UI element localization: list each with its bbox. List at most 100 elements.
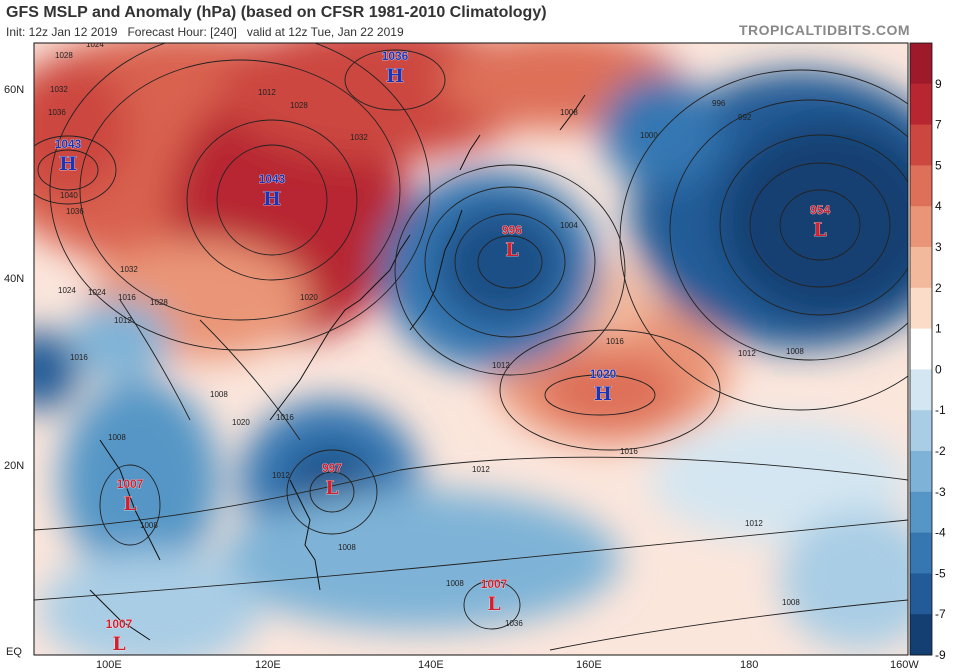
isobar-label: 1028 <box>55 51 73 60</box>
isobar-labels: 1024 1028 1032 1036 1040 1036 1032 1028 1024 1016… <box>48 40 804 628</box>
lon-label: 160E <box>576 659 602 671</box>
center-pressure-value: 954 <box>810 203 830 217</box>
isobar-label: 1016 <box>620 447 638 456</box>
isobar-label: 1008 <box>560 108 578 117</box>
low-pressure-marker: L <box>325 477 338 499</box>
isobar-label: 1036 <box>48 108 66 117</box>
isobar-label: 1008 <box>338 543 356 552</box>
colorbar-frame <box>909 42 933 656</box>
isobar-label: 1040 <box>60 191 78 200</box>
lat-label: EQ <box>6 646 22 658</box>
isobar-label: 1012 <box>272 471 290 480</box>
isobar-label: 1008 <box>446 579 464 588</box>
center-pressure-value: 1007 <box>117 477 144 491</box>
colorbar-label: -2 <box>935 444 946 458</box>
isobar-label: 1012 <box>114 316 132 325</box>
colorbar-label: 5 <box>935 158 942 172</box>
colorbar-swatch <box>910 369 932 411</box>
isobar-label: 1032 <box>50 85 68 94</box>
colorbar-label: 0 <box>935 362 942 376</box>
isobar-label: 1032 <box>350 133 368 142</box>
colorbar-swatch <box>910 287 932 330</box>
center-pressure-value: 1036 <box>382 49 409 63</box>
map-frame <box>33 42 909 656</box>
forecast-hour: Forecast Hour: [240] <box>127 25 237 39</box>
lat-labels: 60N 40N 20N EQ <box>4 84 24 658</box>
lon-label: 160W <box>890 659 919 671</box>
isobar-label: 1016 <box>118 293 136 302</box>
colorbar-swatch <box>910 573 932 615</box>
isobar-label: 992 <box>738 113 752 122</box>
colorbar-swatch <box>910 206 932 248</box>
colorbar-swatch <box>910 328 932 370</box>
center-pressure-value: 1020 <box>590 367 617 381</box>
coastline <box>89 94 586 641</box>
lon-labels: 100E 120E 140E 160E 180 160W <box>96 659 919 671</box>
isobar-label: 1016 <box>70 353 88 362</box>
anomaly-shading <box>34 43 908 655</box>
isobar-label: 1028 <box>150 298 168 307</box>
center-pressure-value: 997 <box>322 461 342 475</box>
lon-label: 100E <box>96 659 122 671</box>
colorbar-swatch <box>910 43 932 85</box>
colorbar-label: 1 <box>935 322 942 336</box>
colorbar-label: -4 <box>935 526 946 540</box>
colorbar-swatch <box>910 124 932 166</box>
isobar-label: 996 <box>712 99 726 108</box>
isobar-label: 1000 <box>640 131 658 140</box>
lon-label: 140E <box>418 659 444 671</box>
colorbar-swatch <box>910 410 932 452</box>
isobars <box>34 43 908 651</box>
isobar-label: 1036 <box>505 619 523 628</box>
isobar-label: 1012 <box>745 519 763 528</box>
colorbar-label: -1 <box>935 403 946 417</box>
colorbar-label: -9 <box>935 648 946 662</box>
isobar-label: 1024 <box>86 40 104 49</box>
colorbar-label: -7 <box>935 607 946 621</box>
isobar-label: 1004 <box>560 221 578 230</box>
isobar-label: 1012 <box>738 349 756 358</box>
colorbar-label: 7 <box>935 118 942 132</box>
isobar-label: 1016 <box>276 413 294 422</box>
isobar-label: 1028 <box>290 101 308 110</box>
colorbar-swatch <box>910 614 932 656</box>
isobar-label: 1020 <box>300 293 318 302</box>
isobar-label: 1024 <box>88 288 106 297</box>
isobar-label: 1008 <box>108 433 126 442</box>
high-pressure-marker: H <box>59 153 77 175</box>
lat-label: 60N <box>4 84 24 96</box>
lat-label: 20N <box>4 460 24 472</box>
colorbar-label: -5 <box>935 566 946 580</box>
colorbar-swatch <box>910 491 932 534</box>
isobar-label: 1024 <box>58 286 76 295</box>
isobar-label: 1016 <box>606 337 624 346</box>
colorbar-label: -3 <box>935 485 946 499</box>
colorbar-swatch <box>910 532 932 574</box>
pressure-centers: 1043 H 1043 H 1036 H 996 L 1020 H 954 L 997 L 1007 L 100… <box>54 49 830 655</box>
valid-time: valid at 12z Tue, Jan 22 2019 <box>246 25 404 39</box>
colorbar-swatch <box>910 83 932 126</box>
center-pressure-value: 996 <box>502 223 522 237</box>
isobar-label: 1008 <box>786 347 804 356</box>
center-pressure-value: 1043 <box>55 137 82 151</box>
colorbar-label: 4 <box>935 199 942 213</box>
low-pressure-marker: L <box>112 633 125 655</box>
colorbar-label: 2 <box>935 281 942 295</box>
center-pressure-value: 1043 <box>259 172 286 186</box>
isobar-label: 1032 <box>120 265 138 274</box>
colorbar-swatch <box>910 247 932 289</box>
center-pressure-value: 1007 <box>481 577 508 591</box>
map-title: GFS MSLP and Anomaly (hPa) (based on CFS… <box>6 4 547 21</box>
low-pressure-marker: L <box>487 593 500 615</box>
isobar-label: 1008 <box>140 521 158 530</box>
high-pressure-marker: H <box>386 65 404 87</box>
center-pressure-value: 1007 <box>106 617 133 631</box>
isobar-label: 1036 <box>66 207 84 216</box>
lon-label: 120E <box>255 659 281 671</box>
low-pressure-marker: L <box>123 493 136 515</box>
isobar-label: 1012 <box>492 361 510 370</box>
map-subtitle: Init: 12z Jan 12 2019 Forecast Hour: [24… <box>6 25 404 39</box>
isobar-label: 1008 <box>782 598 800 607</box>
colorbar-label: 3 <box>935 240 942 254</box>
